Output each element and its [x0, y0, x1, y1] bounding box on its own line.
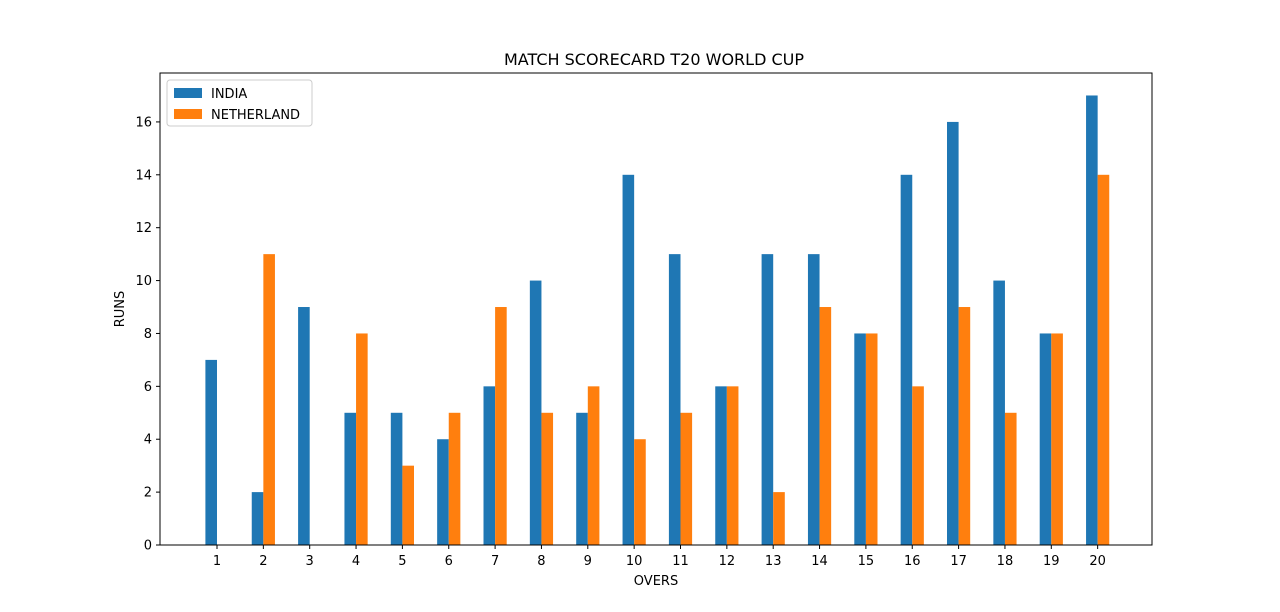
bar-netherland-over-8	[541, 412, 554, 545]
bar-india-over-14	[807, 254, 820, 545]
bar-india-over-3	[298, 307, 310, 545]
y-tick-label-2: 2	[144, 486, 152, 501]
bar-india-over-15	[854, 333, 866, 545]
bar-india-over-20	[1086, 95, 1098, 545]
legend-label-netherland: NETHERLAND	[211, 108, 300, 123]
x-tick-label-16: 16	[904, 554, 921, 569]
bar-netherland-over-15	[865, 333, 878, 545]
x-tick-label-15: 15	[858, 554, 875, 569]
bar-india-over-5	[390, 412, 403, 545]
bar-india-over-11	[668, 254, 681, 545]
legend-swatch-netherland	[174, 109, 202, 119]
bar-netherland-over-12	[726, 386, 739, 545]
bar-india-over-16	[900, 174, 913, 546]
y-tick-label-10: 10	[135, 274, 152, 289]
bar-india-over-13	[761, 254, 774, 545]
bars-layer	[205, 95, 1110, 546]
x-tick-label-12: 12	[719, 554, 736, 569]
bar-netherland-over-5	[402, 465, 414, 545]
x-tick-label-3: 3	[306, 554, 314, 569]
bar-netherland-over-4	[356, 333, 368, 545]
bar-india-over-8	[529, 280, 542, 545]
bar-netherland-over-13	[773, 492, 785, 545]
x-tick-label-18: 18	[997, 554, 1014, 569]
bar-india-over-4	[344, 412, 357, 545]
bar-india-over-17	[947, 121, 959, 546]
x-axis-label: OVERS	[634, 574, 678, 589]
bar-netherland-over-20	[1097, 174, 1110, 546]
y-tick-label-12: 12	[135, 221, 152, 236]
bar-netherland-over-16	[912, 386, 924, 545]
x-tick-label-10: 10	[626, 554, 643, 569]
x-tick-label-8: 8	[537, 554, 545, 569]
bar-india-over-9	[576, 412, 588, 545]
legend-swatch-india	[174, 88, 202, 98]
bar-netherland-over-11	[680, 412, 693, 545]
bar-netherland-over-14	[819, 307, 832, 545]
bar-india-over-19	[1039, 333, 1052, 545]
y-tick-label-4: 4	[144, 433, 152, 448]
x-tick-label-17: 17	[950, 554, 967, 569]
bar-india-over-2	[251, 492, 264, 545]
bar-netherland-over-17	[958, 307, 971, 545]
legend: INDIA NETHERLAND	[166, 79, 313, 127]
x-tick-label-7: 7	[491, 554, 499, 569]
y-tick-label-6: 6	[144, 380, 152, 395]
x-tick-label-20: 20	[1089, 554, 1106, 569]
x-tick-label-6: 6	[445, 554, 453, 569]
y-tick-label-14: 14	[135, 168, 152, 183]
bar-netherland-over-2	[263, 254, 275, 545]
y-tick-label-16: 16	[135, 115, 152, 130]
x-tick-label-1: 1	[213, 554, 221, 569]
y-tick-label-8: 8	[144, 327, 152, 342]
bar-india-over-12	[715, 386, 727, 545]
x-tick-label-2: 2	[259, 554, 267, 569]
axes-layer: 1 2 3 4 5 6 7 8 9 10 11 12 13 14 15 16 17 18 19 20024681012…	[135, 72, 1153, 569]
bar-india-over-6	[437, 439, 449, 545]
x-tick-label-9: 9	[584, 554, 592, 569]
bar-india-over-7	[483, 386, 496, 545]
bar-netherland-over-9	[587, 386, 600, 545]
x-tick-label-13: 13	[765, 554, 782, 569]
chart-title: MATCH SCORECARD T20 WORLD CUP	[504, 50, 804, 69]
legend-box	[166, 79, 313, 127]
y-axis-label: RUNS	[113, 291, 128, 328]
x-tick-label-4: 4	[352, 554, 360, 569]
bar-india-over-10	[622, 174, 635, 546]
x-tick-label-14: 14	[811, 554, 828, 569]
plot-frame	[159, 72, 1153, 546]
x-tick-label-19: 19	[1043, 554, 1060, 569]
bar-netherland-over-19	[1051, 333, 1063, 545]
bar-india-over-18	[993, 280, 1005, 545]
x-tick-label-11: 11	[672, 554, 689, 569]
y-tick-label-0: 0	[144, 539, 152, 554]
bar-netherland-over-7	[495, 307, 507, 545]
bar-netherland-over-18	[1004, 412, 1017, 545]
bar-netherland-over-6	[448, 412, 461, 545]
x-tick-label-5: 5	[398, 554, 406, 569]
legend-label-india: INDIA	[211, 87, 247, 102]
bar-netherland-over-10	[634, 439, 646, 545]
bar-india-over-1	[205, 359, 217, 545]
